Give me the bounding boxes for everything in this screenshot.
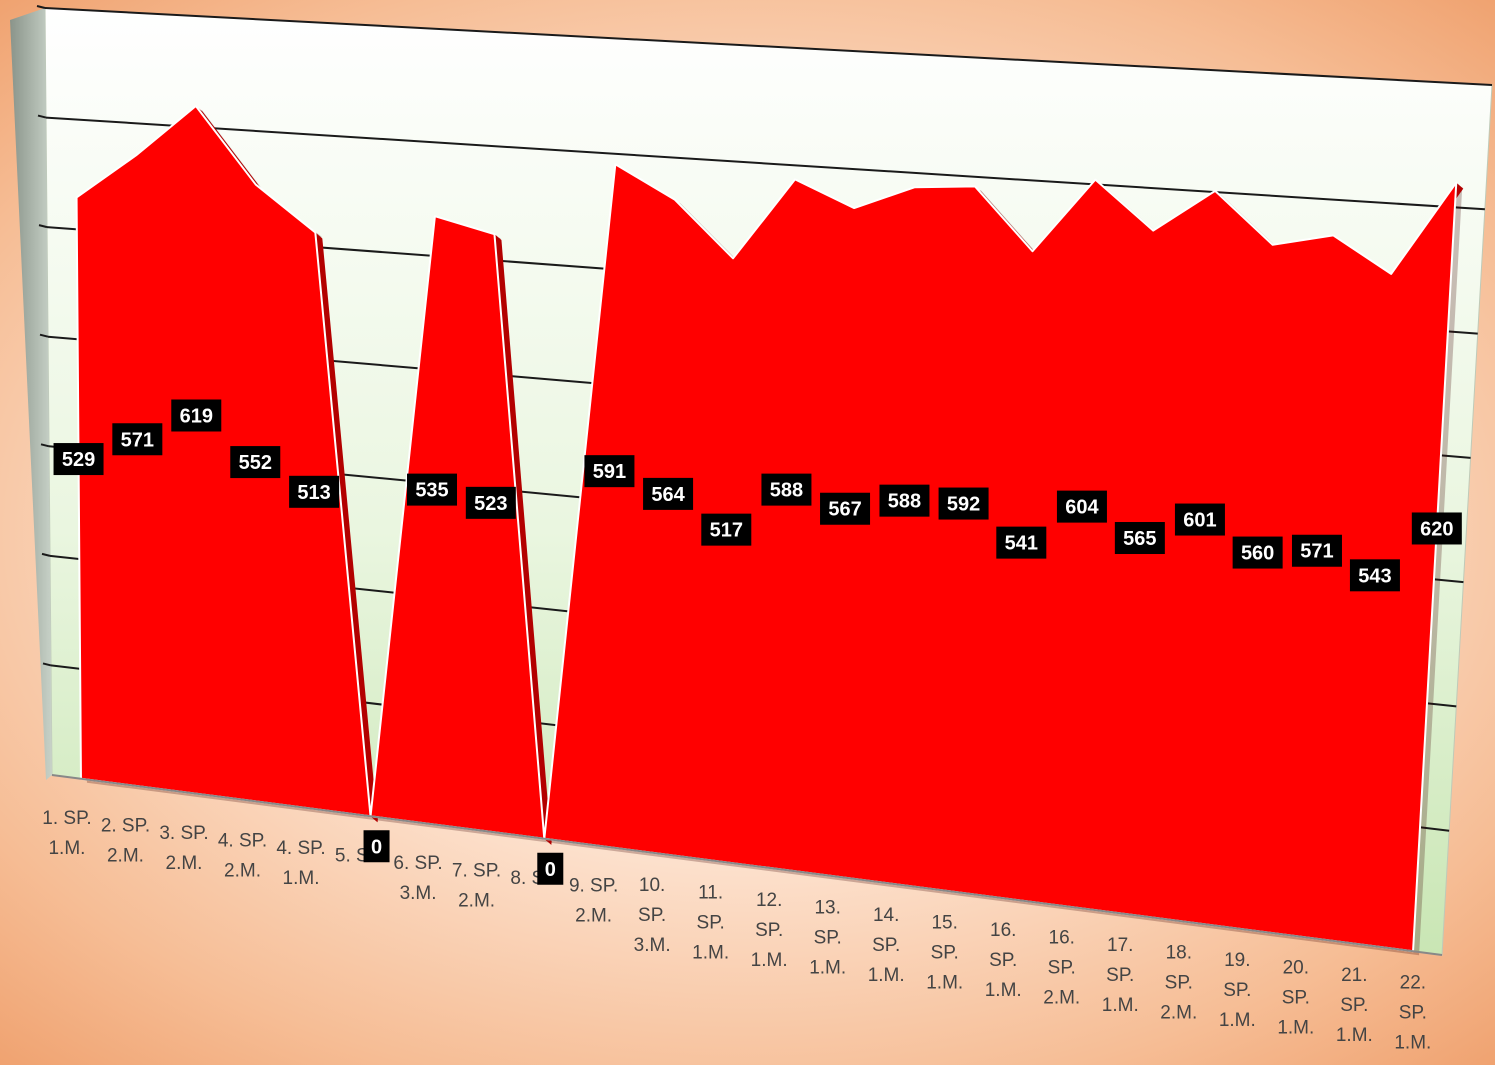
svg-text:560: 560 (1241, 543, 1274, 565)
data-label: 591 (584, 455, 635, 488)
data-label: 541 (996, 526, 1047, 559)
data-label: 567 (820, 492, 871, 525)
x-tick-label: 14. SP. 1.M. (868, 905, 905, 986)
y-tick (42, 662, 52, 667)
svg-text:619: 619 (180, 405, 213, 427)
x-tick-label: 1. SP. 1.M. (42, 808, 91, 859)
x-tick-label: 3. SP. 2.M. (159, 823, 208, 874)
data-labels: 529 571 619 552 513 0 535 523 0 591 564 517 588 567 58… (53, 399, 1462, 885)
data-label: 529 (53, 443, 104, 476)
data-label: 560 (1232, 536, 1283, 569)
svg-text:588: 588 (888, 491, 921, 513)
data-label: 517 (701, 513, 752, 546)
x-tick-label: 16. SP. 1.M. (985, 920, 1022, 1001)
svg-text:620: 620 (1420, 518, 1453, 540)
x-tick-label: 17. SP. 1.M. (1102, 935, 1139, 1016)
svg-text:591: 591 (593, 461, 626, 483)
data-label: 592 (938, 487, 989, 520)
svg-text:552: 552 (239, 452, 272, 474)
data-label: 604 (1056, 490, 1107, 523)
data-label: 552 (230, 446, 281, 479)
data-label: 565 (1114, 522, 1165, 555)
gridline (44, 7, 1493, 86)
x-tick-label: 20. SP. 1.M. (1277, 957, 1314, 1038)
svg-text:571: 571 (121, 429, 154, 451)
data-label: 0 (537, 852, 564, 885)
x-tick-label: 10. SP. 3.M. (634, 875, 671, 956)
x-tick-label: 22. SP. 1.M. (1394, 972, 1431, 1053)
area-fill (75, 105, 1458, 953)
gridline (45, 116, 1485, 211)
svg-text:0: 0 (371, 836, 382, 858)
svg-text:592: 592 (947, 494, 980, 516)
data-label: 571 (1291, 534, 1342, 567)
x-tick-label: 19. SP. 1.M. (1219, 950, 1256, 1031)
svg-text:541: 541 (1005, 533, 1038, 555)
data-label: 571 (112, 423, 163, 456)
x-tick-label: 7. SP. 2.M. (452, 860, 501, 911)
y-tick (40, 443, 50, 448)
y-tick (36, 5, 46, 9)
svg-text:0: 0 (545, 859, 556, 881)
x-tick-label: 16. SP. 2.M. (1043, 927, 1080, 1008)
data-label: 513 (289, 475, 340, 508)
svg-text:543: 543 (1358, 565, 1391, 587)
svg-text:604: 604 (1065, 497, 1099, 519)
area-series (75, 105, 1464, 956)
data-label: 564 (643, 477, 694, 510)
y-tick (37, 114, 47, 119)
data-label: 601 (1174, 503, 1225, 536)
data-label: 0 (363, 830, 390, 863)
x-tick-label: 18. SP. 2.M. (1160, 942, 1197, 1023)
x-tick-label: 21. SP. 1.M. (1336, 965, 1373, 1046)
side-wall (10, 8, 52, 780)
data-label: 620 (1411, 512, 1462, 545)
data-label: 535 (407, 473, 458, 506)
x-tick-label: 9. SP. 2.M. (569, 875, 618, 926)
data-label: 523 (465, 486, 516, 519)
x-tick-label: 4. SP. 2.M. (218, 830, 267, 881)
svg-text:564: 564 (651, 484, 685, 506)
x-tick-label: 11. SP. 1.M. (692, 882, 729, 963)
data-label: 588 (879, 484, 930, 517)
svg-text:601: 601 (1183, 510, 1216, 532)
x-axis: 1. SP. 1.M.2. SP. 2.M.3. SP. 2.M.4. SP. 2.M.… (42, 774, 1443, 1053)
x-tick-label: 15. SP. 1.M. (926, 912, 963, 993)
data-label: 543 (1349, 559, 1400, 592)
data-label: 619 (171, 399, 222, 432)
svg-text:523: 523 (474, 493, 507, 515)
svg-text:567: 567 (828, 499, 861, 521)
data-label: 588 (761, 473, 812, 506)
x-tick-label: 13. SP. 1.M. (809, 897, 846, 978)
svg-text:517: 517 (710, 520, 743, 542)
y-tick (39, 333, 49, 338)
svg-text:535: 535 (415, 480, 448, 502)
x-tick-label: 2. SP. 2.M. (101, 815, 150, 866)
x-tick-label: 6. SP. 3.M. (393, 853, 442, 904)
y-tick (41, 552, 51, 557)
svg-text:529: 529 (62, 449, 95, 471)
svg-text:565: 565 (1123, 528, 1156, 550)
svg-text:513: 513 (297, 482, 330, 504)
x-tick-label: 12. SP. 1.M. (751, 890, 788, 971)
y-tick (38, 224, 48, 229)
svg-text:571: 571 (1300, 541, 1333, 563)
x-tick-label: 4. SP. 1.M. (276, 838, 325, 889)
svg-text:588: 588 (770, 480, 803, 502)
